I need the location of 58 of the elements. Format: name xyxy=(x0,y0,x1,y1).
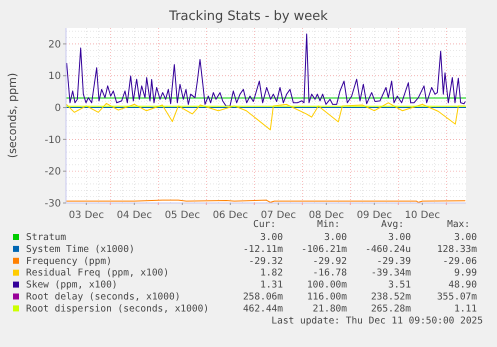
x-tick-label: 08 Dec xyxy=(308,210,344,221)
text: 355.07m xyxy=(436,292,478,302)
y-tick-label: 10 xyxy=(48,71,61,82)
text: 21.80m xyxy=(312,303,348,314)
text: -106.21m xyxy=(301,244,348,255)
text: Last update: Thu Dec 11 09:50:00 2025 xyxy=(271,315,483,326)
x-tick-label: 04 Dec xyxy=(116,210,152,221)
text: 3.00 xyxy=(324,232,348,243)
legend-label: Skew (ppm, x100) xyxy=(26,280,118,291)
text: 9.99 xyxy=(454,268,478,279)
text: -39.34m xyxy=(370,268,412,279)
y-tick-label: 0 xyxy=(54,103,61,114)
text: 128.33m xyxy=(436,244,478,255)
text: 3.00 xyxy=(454,232,478,243)
legend-label: Root dispersion (seconds, x1000) xyxy=(26,303,210,314)
text: 462.44m xyxy=(242,303,284,314)
text: 48.90 xyxy=(448,280,478,291)
y-axis-title: (seconds, ppm) xyxy=(6,72,19,158)
x-tick-label: 03 Dec xyxy=(68,210,104,221)
legend-label: Residual Freq (ppm, x100) xyxy=(26,268,169,279)
x-tick-label: 10 Dec xyxy=(404,210,440,221)
text: Max: xyxy=(447,219,470,230)
text: -29.06 xyxy=(442,256,478,267)
x-tick-label: 05 Dec xyxy=(164,210,200,221)
y-tick-label: -20 xyxy=(44,166,61,178)
text: 238.52m xyxy=(370,292,412,302)
text: -29.39 xyxy=(376,256,412,267)
text: -12.11m xyxy=(242,244,284,255)
legend-label: Root delay (seconds, x1000) xyxy=(26,292,180,302)
text: 3.00 xyxy=(260,232,284,243)
text: 258.06m xyxy=(242,292,284,302)
line-series xyxy=(66,102,466,130)
y-tick-label: -10 xyxy=(44,134,61,146)
text: 3.51 xyxy=(388,280,412,291)
x-tick-label: 09 Dec xyxy=(356,210,392,221)
text: -29.92 xyxy=(312,256,347,267)
legend-label: Stratum xyxy=(26,232,66,243)
text: Avg: xyxy=(381,219,404,230)
y-tick-label: 20 xyxy=(48,39,61,50)
text: 1.31 xyxy=(260,280,284,291)
y-tick-label: -30 xyxy=(44,198,61,210)
text: 3.00 xyxy=(388,232,412,243)
text: 116.00m xyxy=(306,292,348,302)
x-tick-label: 06 Dec xyxy=(212,210,248,221)
text: -16.78 xyxy=(312,268,348,279)
text: -29.32 xyxy=(248,256,283,267)
legend-label: Frequency (ppm) xyxy=(26,256,112,267)
legend-label: System Time (x1000) xyxy=(26,244,135,255)
text: 1.11 xyxy=(454,303,478,314)
text: -460.24u xyxy=(365,244,411,255)
text: 1.82 xyxy=(260,268,283,279)
chart-title: Tracking Stats - by week xyxy=(168,9,328,24)
text: Cur: xyxy=(253,219,276,230)
text: Min: xyxy=(317,219,340,230)
line-series xyxy=(66,34,466,106)
text: 265.28m xyxy=(370,303,412,314)
text: 100.00m xyxy=(306,280,348,291)
x-tick-label: 07 Dec xyxy=(260,210,296,221)
